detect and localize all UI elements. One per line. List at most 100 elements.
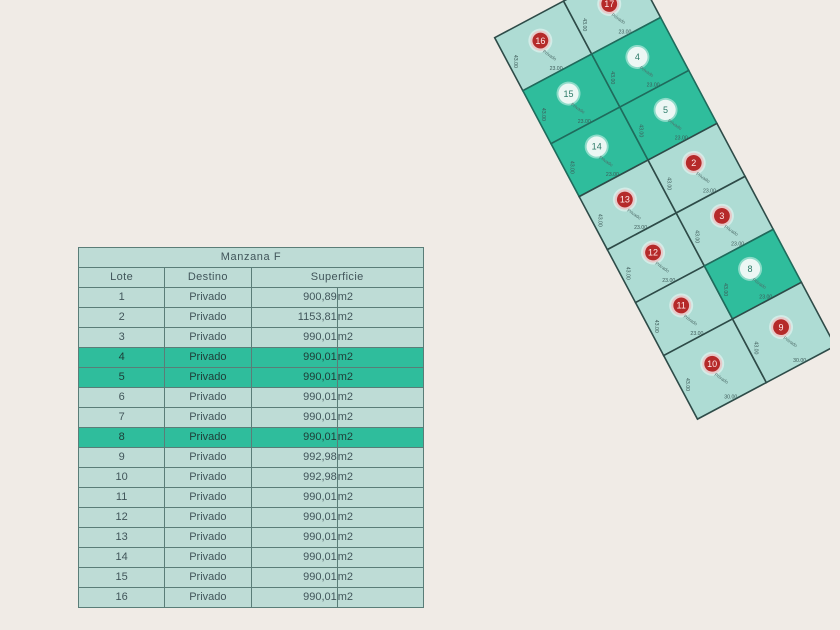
parcel-number-15: 15: [564, 89, 574, 99]
cell-destino: Privado: [164, 467, 252, 488]
cell-destino: Privado: [164, 507, 252, 528]
parcel-marker-4[interactable]: [625, 45, 649, 69]
cell-lote: 12: [77, 507, 166, 528]
parcel-dimension-side: 43.00: [568, 161, 574, 174]
table-row[interactable]: 2 Privado 1153,81 m2: [77, 307, 425, 328]
parcel-dimension-side: 43.00: [722, 283, 728, 296]
cell-superficie: 990,01: [250, 347, 338, 368]
parcel-marker-5[interactable]: [653, 98, 677, 122]
parcel-marker-11[interactable]: [669, 293, 693, 317]
cell-destino: Privado: [164, 387, 252, 408]
cell-superficie: 992,98: [250, 467, 338, 488]
parcel-dimension-bottom: 23.00: [634, 225, 647, 231]
table-row[interactable]: 12 Privado 990,01 m2: [77, 507, 425, 528]
cell-unit: m2: [336, 547, 425, 568]
parcel-dimension-bottom: 30.00: [724, 395, 737, 401]
table-row[interactable]: 16 Privado 990,01 m2: [77, 587, 425, 608]
cell-superficie: 900,89: [250, 287, 338, 308]
parcel-number-2: 2: [691, 158, 696, 168]
table-row[interactable]: 4 Privado 990,01 m2: [77, 347, 425, 368]
parcel-dimension-bottom: 23.00: [662, 278, 675, 284]
table-row[interactable]: 8 Privado 990,01 m2: [77, 427, 425, 448]
parcel-dimension-side: 43.00: [581, 18, 587, 31]
parcel-marker-3[interactable]: [710, 204, 734, 228]
cell-lote: 16: [77, 587, 166, 608]
plot-map-svg: 16Privado23.0043.0017Privado23.0043.0015…: [493, 0, 830, 421]
table-row[interactable]: 11 Privado 990,01 m2: [77, 487, 425, 508]
parcel-marker-12[interactable]: [641, 240, 665, 264]
parcel-marker-14[interactable]: [585, 134, 609, 158]
parcel-dimension-side: 43.00: [512, 55, 518, 68]
parcel-dimension-side: 43.00: [665, 177, 671, 190]
cell-unit: m2: [336, 427, 425, 448]
cell-unit: m2: [336, 407, 425, 428]
parcel-dimension-side: 43.00: [684, 378, 690, 391]
table-row[interactable]: 6 Privado 990,01 m2: [77, 387, 425, 408]
parcel-dimension-bottom: 23.00: [647, 83, 660, 89]
parcel-dimension-bottom: 23.00: [578, 119, 591, 125]
cell-lote: 15: [77, 567, 166, 588]
parcel-marker-17[interactable]: [597, 0, 621, 16]
plot-map: 16 Privado 23.00 43.00 17 Privado 23.00 43.00 15…: [430, 0, 830, 440]
table-row[interactable]: 14 Privado 990,01 m2: [77, 547, 425, 568]
table-row[interactable]: 10 Privado 992,98 m2: [77, 467, 425, 488]
parcel-marker-16[interactable]: [528, 28, 552, 52]
cell-lote: 13: [77, 527, 166, 548]
table-title: Manzana F: [78, 247, 424, 268]
parcel-dimension-bottom: 23.00: [703, 188, 716, 194]
cell-lote: 10: [77, 467, 166, 488]
cell-lote: 1: [77, 287, 166, 308]
table-row[interactable]: 5 Privado 990,01 m2: [77, 367, 425, 388]
column-header-superficie: Superficie: [250, 267, 424, 288]
parcel-marker-9[interactable]: [769, 315, 793, 339]
cell-superficie: 990,01: [250, 427, 338, 448]
table-row[interactable]: 1 Privado 900,89 m2: [77, 287, 425, 308]
cell-lote: 4: [77, 347, 166, 368]
parcel-marker-15[interactable]: [556, 81, 580, 105]
cell-unit: m2: [336, 587, 425, 608]
cell-lote: 5: [77, 367, 166, 388]
cell-unit: m2: [336, 507, 425, 528]
cell-destino: Privado: [164, 587, 252, 608]
parcel-number-17: 17: [604, 0, 614, 9]
table-row[interactable]: 9 Privado 992,98 m2: [77, 447, 425, 468]
parcel-dimension-side: 43.00: [637, 124, 643, 137]
cell-destino: Privado: [164, 567, 252, 588]
table-row[interactable]: 13 Privado 990,01 m2: [77, 527, 425, 548]
parcel-number-13: 13: [620, 195, 630, 205]
parcel-dimension-side: 43.00: [753, 341, 759, 354]
parcel-number-12: 12: [648, 248, 658, 258]
table-row[interactable]: 7 Privado 990,01 m2: [77, 407, 425, 428]
cell-lote: 6: [77, 387, 166, 408]
column-header-destino: Destino: [164, 267, 252, 288]
cell-superficie: 990,01: [250, 587, 338, 608]
cell-destino: Privado: [164, 287, 252, 308]
parcel-dimension-bottom: 23.00: [690, 331, 703, 337]
parcel-number-9: 9: [779, 322, 784, 332]
parcel-number-10: 10: [707, 359, 717, 369]
cell-superficie: 990,01: [250, 367, 338, 388]
parcel-dimension-side: 43.00: [609, 71, 615, 84]
parcel-dimension-side: 43.00: [653, 320, 659, 333]
cell-unit: m2: [336, 487, 425, 508]
table-row[interactable]: 3 Privado 990,01 m2: [77, 327, 425, 348]
parcel-marker-10[interactable]: [700, 352, 724, 376]
table-row[interactable]: 15 Privado 990,01 m2: [77, 567, 425, 588]
cell-lote: 8: [77, 427, 166, 448]
cell-unit: m2: [336, 327, 425, 348]
cell-destino: Privado: [164, 347, 252, 368]
cell-superficie: 992,98: [250, 447, 338, 468]
cell-lote: 2: [77, 307, 166, 328]
parcel-marker-8[interactable]: [738, 257, 762, 281]
parcel-number-3: 3: [719, 211, 724, 221]
cell-superficie: 990,01: [250, 487, 338, 508]
parcel-number-16: 16: [535, 36, 545, 46]
parcel-dimension-bottom: 23.00: [618, 30, 631, 36]
parcel-marker-2[interactable]: [682, 151, 706, 175]
lot-table: Manzana F Lote Destino Superficie 1 Priva…: [77, 247, 425, 608]
cell-destino: Privado: [164, 527, 252, 548]
parcel-dimension-bottom: 23.00: [550, 66, 563, 72]
parcel-dimension-side: 43.00: [694, 230, 700, 243]
parcel-marker-13[interactable]: [613, 187, 637, 211]
cell-lote: 9: [77, 447, 166, 468]
